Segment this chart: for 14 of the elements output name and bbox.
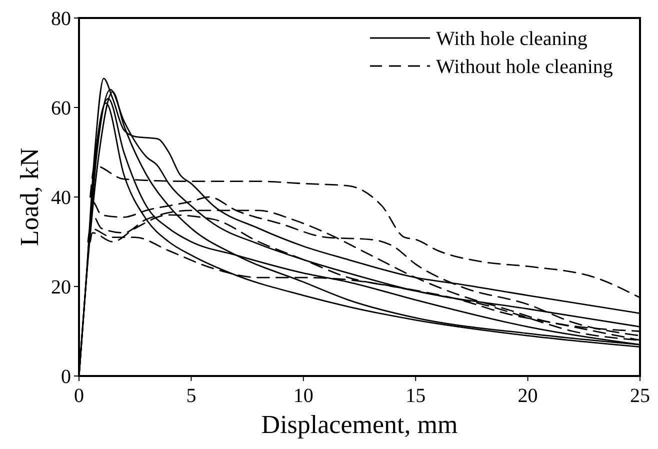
x-tick-label: 10	[293, 385, 314, 407]
legend-label: With hole cleaning	[436, 28, 588, 50]
x-tick-label: 5	[186, 385, 196, 407]
legend-label: Without hole cleaning	[436, 56, 613, 78]
y-tick-label: 20	[51, 276, 71, 298]
y-tick-label: 60	[51, 98, 71, 120]
y-tick-label: 40	[51, 187, 71, 209]
x-axis-title: Displacement, mm	[261, 410, 458, 439]
y-tick-label: 80	[51, 8, 71, 30]
y-axis-title: Load, kN	[15, 148, 44, 246]
x-tick-label: 25	[630, 385, 650, 407]
y-tick-label: 0	[61, 366, 71, 388]
x-tick-label: 20	[518, 385, 538, 407]
x-tick-label: 15	[406, 385, 426, 407]
